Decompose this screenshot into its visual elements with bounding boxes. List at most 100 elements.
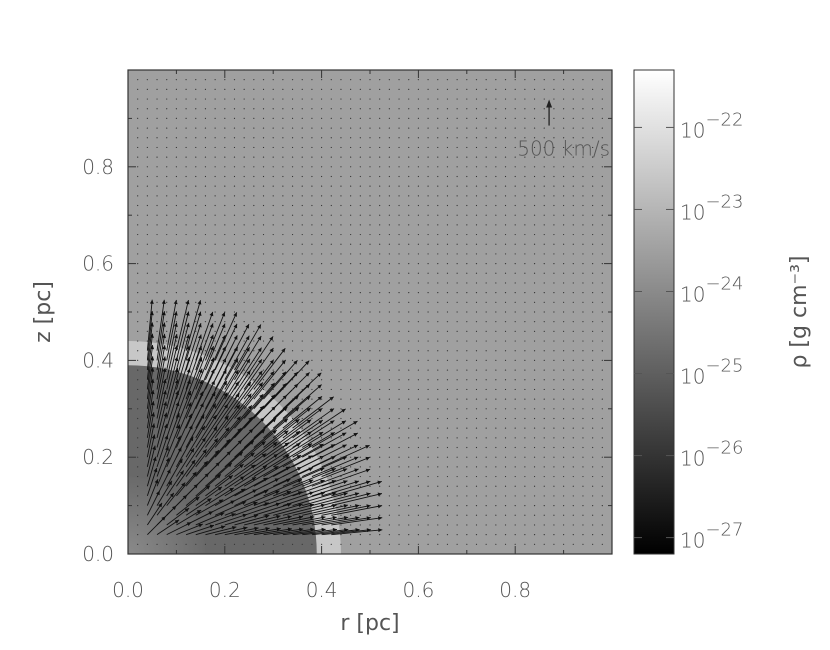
velocity-dot <box>563 388 565 391</box>
velocity-dot <box>350 204 352 207</box>
velocity-dot <box>456 224 458 226</box>
velocity-arrow <box>292 408 335 439</box>
velocity-dot <box>301 117 303 119</box>
velocity-dot <box>137 534 139 536</box>
velocity-dot <box>495 505 497 507</box>
velocity-dot <box>185 98 187 100</box>
velocity-dot <box>601 359 603 361</box>
velocity-dot <box>224 243 226 245</box>
velocity-dot <box>553 127 555 129</box>
velocity-dot <box>485 301 487 303</box>
velocity-dot <box>262 369 265 371</box>
velocity-dot <box>350 127 352 129</box>
velocity-dot <box>243 117 245 119</box>
velocity-arrow <box>175 390 192 429</box>
velocity-arrow <box>146 467 158 497</box>
velocity-dot <box>466 263 468 265</box>
velocity-dot <box>437 534 439 536</box>
velocity-dot <box>166 185 168 187</box>
velocity-dot <box>233 263 236 265</box>
velocity-dot <box>379 311 381 313</box>
velocity-dot <box>253 117 255 119</box>
velocity-dot <box>156 98 158 100</box>
velocity-dot <box>282 379 284 381</box>
velocity-dot <box>495 272 497 274</box>
velocity-dot <box>359 253 361 255</box>
velocity-arrowhead <box>234 358 239 363</box>
velocity-dot <box>204 166 207 168</box>
velocity-arrow <box>205 346 227 390</box>
velocity-dot <box>504 330 507 332</box>
velocity-dot <box>340 311 342 313</box>
velocity-dot <box>485 311 487 313</box>
velocity-dot <box>379 359 381 361</box>
velocity-arrow <box>321 517 371 526</box>
velocity-arrow <box>263 491 303 507</box>
velocity-dot <box>369 292 371 294</box>
velocity-arrowhead <box>295 431 301 436</box>
velocity-dot <box>330 88 332 90</box>
velocity-dot <box>321 543 323 545</box>
velocity-dot <box>408 330 410 332</box>
velocity-dot <box>475 292 478 294</box>
velocity-dot <box>475 98 478 100</box>
colorbar-tick-label: 10−24 <box>680 273 743 306</box>
velocity-dot <box>553 427 555 429</box>
velocity-dot <box>388 214 390 216</box>
velocity-dot <box>388 388 390 391</box>
velocity-dot <box>359 534 361 536</box>
velocity-dot <box>601 108 603 110</box>
velocity-arrow <box>195 438 219 468</box>
x-tick-label: 0.8 <box>499 578 531 602</box>
velocity-dot <box>156 185 158 187</box>
velocity-dot <box>504 543 507 545</box>
velocity-arrow <box>302 516 349 526</box>
velocity-dot <box>485 446 487 449</box>
velocity-dot <box>456 88 458 90</box>
velocity-dot <box>524 475 526 478</box>
velocity-dot <box>592 292 594 294</box>
velocity-dot <box>350 437 352 439</box>
velocity-dot <box>340 243 342 245</box>
velocity-dot <box>253 263 255 265</box>
velocity-arrowhead <box>185 311 190 316</box>
velocity-dot <box>253 359 255 361</box>
velocity-arrowhead <box>257 324 261 329</box>
x-tick-labels: 0.0 0.2 0.4 0.6 0.8 <box>112 578 531 602</box>
velocity-dot <box>185 253 187 255</box>
velocity-dot <box>330 388 332 391</box>
velocity-dot <box>379 88 381 90</box>
velocity-arrow <box>282 479 325 497</box>
velocity-dot <box>514 195 516 197</box>
velocity-dot <box>446 233 449 236</box>
velocity-dot <box>485 98 487 100</box>
velocity-dot <box>156 166 158 168</box>
velocity-dot <box>533 379 536 381</box>
velocity-dot <box>311 292 313 294</box>
velocity-dot <box>233 146 236 149</box>
velocity-dot <box>475 166 478 168</box>
velocity-dot <box>398 369 400 371</box>
velocity-dot <box>417 330 419 332</box>
velocity-dot <box>475 185 478 187</box>
velocity-dot <box>427 456 429 458</box>
velocity-dot <box>311 108 313 110</box>
velocity-arrow <box>243 465 279 487</box>
velocity-dot <box>282 156 284 158</box>
velocity-dot <box>427 292 429 294</box>
velocity-dot <box>417 379 419 381</box>
velocity-arrowhead <box>165 446 169 451</box>
velocity-dot <box>137 272 139 274</box>
velocity-dot <box>475 243 478 245</box>
velocity-dot <box>601 175 603 178</box>
velocity-arrow <box>195 486 223 506</box>
velocity-dot <box>330 195 332 197</box>
velocity-dot <box>340 117 342 119</box>
velocity-dot <box>311 388 313 391</box>
velocity-arrow <box>176 459 196 487</box>
velocity-dot <box>195 127 197 129</box>
velocity-dot <box>553 359 555 361</box>
velocity-dot <box>291 175 294 178</box>
velocity-dot <box>175 263 177 265</box>
velocity-dot <box>369 166 371 168</box>
